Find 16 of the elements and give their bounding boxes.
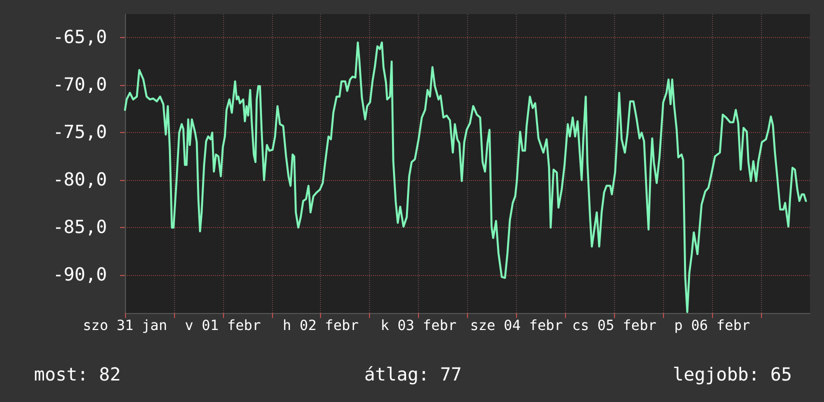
y-tick-label: -80,0 [52,170,107,191]
x-tick-label: h 02 febr [282,318,359,334]
text: legjobb: 65 [672,364,792,386]
x-tick-label: cs 05 febr [572,318,656,334]
x-tick-label: v 01 febr [184,318,261,334]
x-tick-label: sze 04 febr [470,318,563,334]
y-tick-label: -85,0 [52,217,107,238]
x-tick-label: p 06 febr [674,318,750,334]
y-tick-label: -65,0 [52,27,107,48]
y-tick-label: -70,0 [52,74,107,96]
x-tick-label: szo 31 jan [82,318,168,334]
text: most: 82 [34,364,121,386]
x-tick-label: k 03 febr [380,318,456,334]
y-tick-label: -75,0 [52,122,107,144]
text: átlag: 77 [364,364,462,386]
y-tick-label: -90,0 [52,264,107,286]
